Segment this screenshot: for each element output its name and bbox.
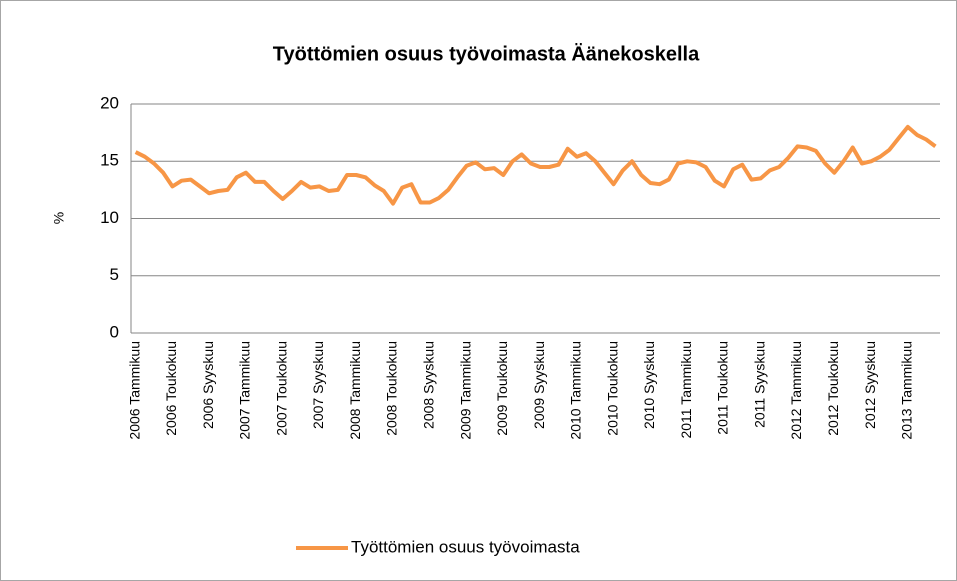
x-tick-label: 2008 Tammikuu	[347, 341, 363, 440]
x-tick-label: 2011 Syyskuu	[751, 341, 767, 428]
x-tick-label: 2006 Tammikuu	[126, 341, 142, 440]
x-tick-label: 2011 Toukokuu	[715, 341, 731, 435]
y-tick-label: 15	[100, 151, 119, 170]
x-tick-label: 2012 Toukokuu	[825, 341, 841, 436]
x-tick-label: 2012 Tammikuu	[788, 341, 804, 440]
y-tick-label: 20	[100, 93, 119, 112]
x-tick-label: 2007 Toukokuu	[273, 341, 289, 436]
y-axis-label: %	[51, 212, 67, 224]
x-tick-label: 2006 Syyskuu	[200, 341, 216, 429]
x-tick-label: 2008 Syyskuu	[420, 341, 436, 429]
x-tick-label: 2012 Syyskuu	[862, 341, 878, 429]
y-tick-label: 10	[100, 208, 119, 227]
x-tick-label: 2008 Toukokuu	[384, 341, 400, 436]
legend-label: Työttömien osuus työvoimasta	[351, 537, 580, 556]
x-tick-label: 2009 Syyskuu	[531, 341, 547, 429]
x-tick-label: 2007 Syyskuu	[310, 341, 326, 429]
x-tick-label: 2007 Tammikuu	[237, 341, 253, 440]
chart-title: Työttömien osuus työvoimasta Äänekoskell…	[273, 42, 700, 65]
x-tick-label: 2010 Toukokuu	[604, 341, 620, 436]
x-tick-label: 2009 Toukokuu	[494, 341, 510, 436]
x-tick-label: 2010 Tammikuu	[568, 341, 584, 440]
x-tick-label: 2006 Toukokuu	[163, 341, 179, 436]
x-tick-label: 2013 Tammikuu	[899, 341, 915, 440]
x-tick-label: 2011 Tammikuu	[678, 341, 694, 439]
x-tick-label: 2009 Tammikuu	[457, 341, 473, 440]
y-tick-label: 5	[110, 265, 119, 284]
x-tick-label: 2010 Syyskuu	[641, 341, 657, 429]
y-tick-label: 0	[110, 322, 119, 341]
data-line	[134, 124, 937, 206]
